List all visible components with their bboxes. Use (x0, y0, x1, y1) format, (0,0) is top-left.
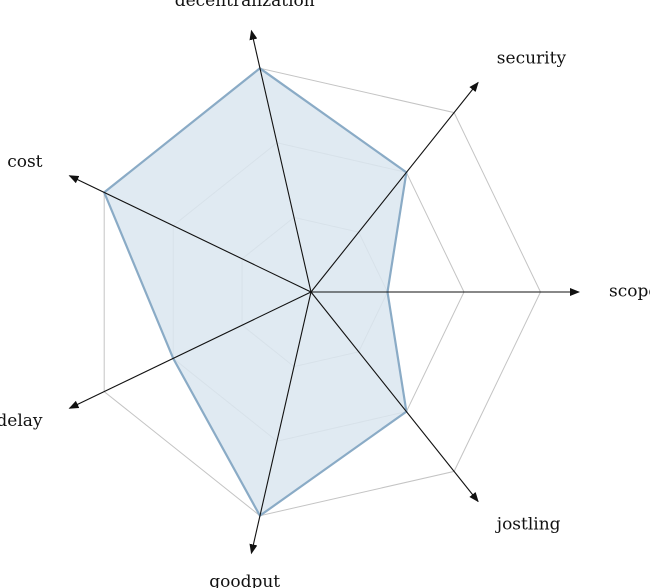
axis-goodput (249, 291, 312, 555)
axis-security (310, 81, 479, 293)
grid-ring-3 (103, 67, 542, 517)
series-area (102, 66, 408, 518)
axis-label-cost: cost (7, 152, 42, 172)
axis-label-delay: delay (0, 411, 43, 431)
axis-cost (68, 175, 312, 293)
radar-axes (68, 29, 580, 555)
axis-label-security: security (497, 49, 567, 69)
axis-jostling (310, 291, 479, 503)
axis-label-goodput: goodput (209, 572, 280, 588)
axis-decentralization (249, 29, 312, 293)
axis-label-decentralization: decentralization (175, 0, 315, 11)
axis-delay (68, 291, 312, 409)
series-polygon-0 (102, 66, 408, 518)
axis-label-jostling: jostling (495, 515, 561, 535)
axis-label-scope: scope (609, 282, 650, 302)
